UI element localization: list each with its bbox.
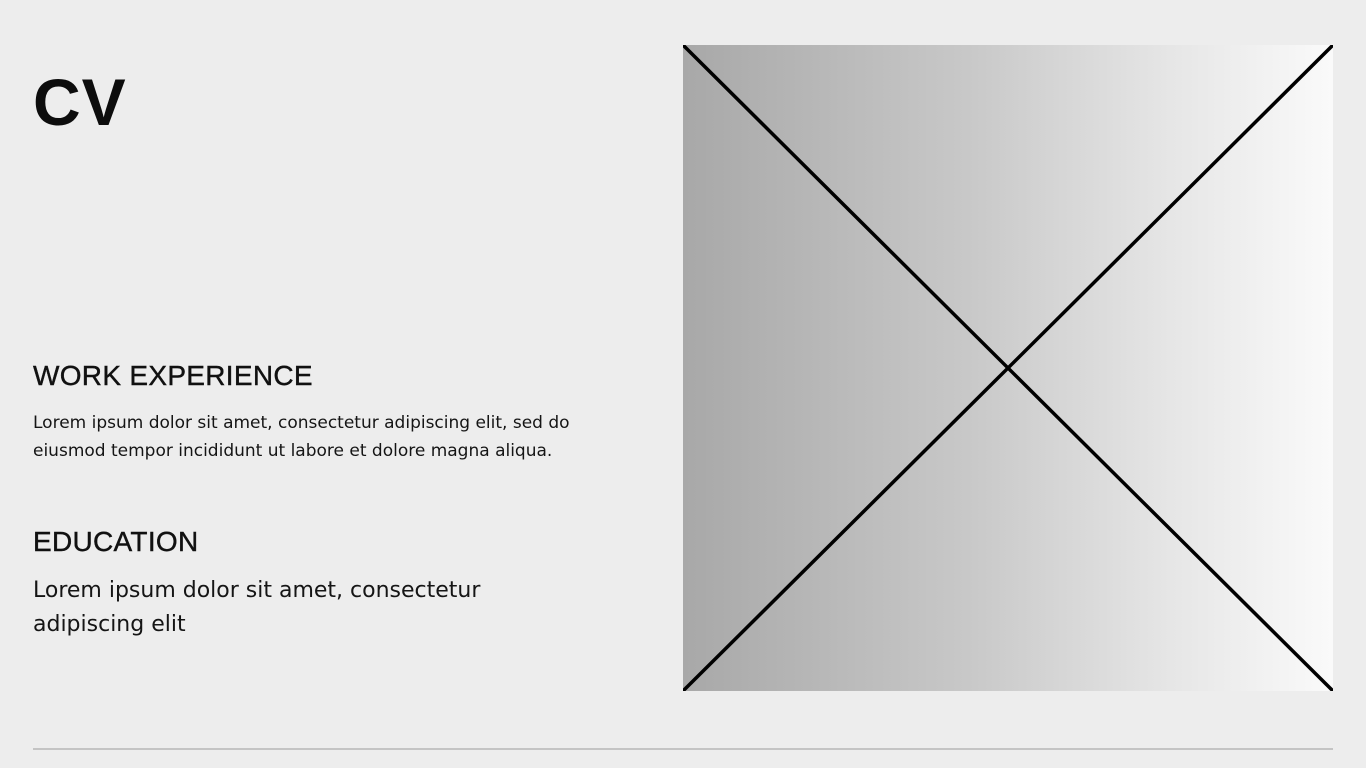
education-heading: EDUCATION: [33, 526, 199, 557]
work-experience-heading: WORK EXPERIENCE: [33, 360, 313, 391]
footer-divider: [33, 748, 1333, 750]
placeholder-diagonal-line: [683, 45, 1333, 691]
page-title: CV: [33, 65, 127, 139]
image-placeholder[interactable]: [683, 45, 1333, 691]
education-text: Lorem ipsum dolor sit amet, consectetur …: [33, 578, 481, 637]
work-experience-text: Lorem ipsum dolor sit amet, consectetur …: [33, 413, 570, 461]
image-placeholder-cross-icon: [683, 45, 1333, 691]
